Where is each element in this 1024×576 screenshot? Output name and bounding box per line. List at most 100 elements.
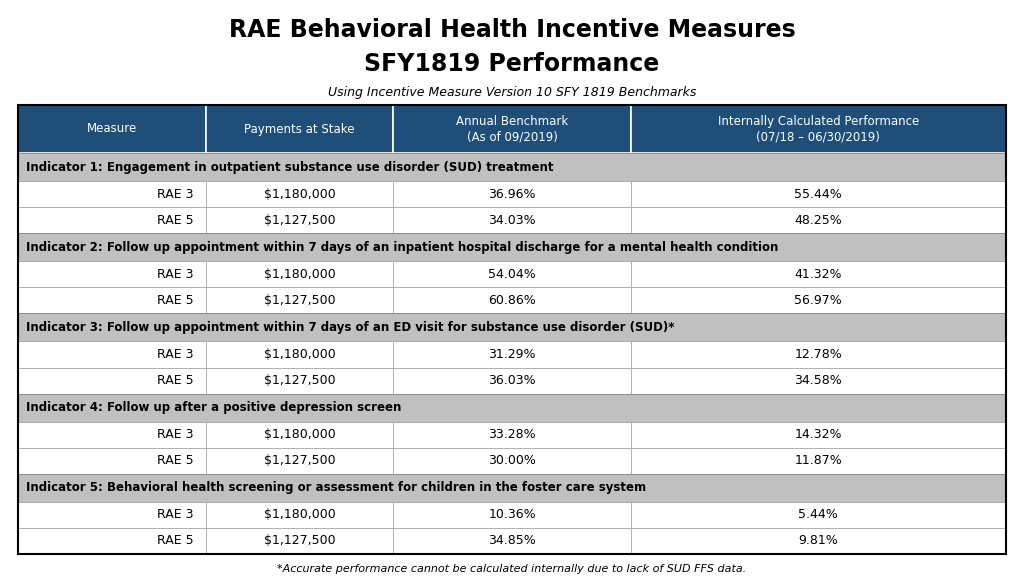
Text: 12.78%: 12.78% (795, 348, 842, 361)
Text: $1,127,500: $1,127,500 (264, 454, 336, 467)
Text: Using Incentive Measure Version 10 SFY 1819 Benchmarks: Using Incentive Measure Version 10 SFY 1… (328, 86, 696, 99)
Text: Indicator 3: Follow up appointment within 7 days of an ED visit for substance us: Indicator 3: Follow up appointment withi… (26, 321, 675, 334)
Text: 41.32%: 41.32% (795, 268, 842, 281)
Text: RAE 5: RAE 5 (157, 374, 194, 387)
Text: 36.03%: 36.03% (488, 374, 536, 387)
Text: RAE 3: RAE 3 (158, 188, 194, 200)
Text: 60.86%: 60.86% (488, 294, 536, 307)
Bar (393, 287, 631, 313)
Bar (206, 207, 393, 233)
Text: $1,127,500: $1,127,500 (264, 294, 336, 307)
Text: Indicator 4: Follow up after a positive depression screen: Indicator 4: Follow up after a positive … (26, 401, 401, 414)
Bar (206, 528, 393, 554)
Bar (18, 261, 206, 287)
Bar (631, 448, 1006, 474)
Text: $1,180,000: $1,180,000 (264, 188, 336, 200)
Text: *Accurate performance cannot be calculated internally due to lack of SUD FFS dat: *Accurate performance cannot be calculat… (278, 564, 746, 574)
Bar (393, 528, 631, 554)
Bar (393, 261, 631, 287)
Text: Indicator 1: Engagement in outpatient substance use disorder (SUD) treatment: Indicator 1: Engagement in outpatient su… (26, 161, 554, 173)
Text: $1,180,000: $1,180,000 (264, 428, 336, 441)
Text: 34.58%: 34.58% (795, 374, 842, 387)
Bar (18, 105, 206, 153)
Bar (631, 287, 1006, 313)
Bar (393, 422, 631, 448)
Text: 14.32%: 14.32% (795, 428, 842, 441)
Bar (393, 502, 631, 528)
Bar (18, 342, 206, 367)
Text: RAE 3: RAE 3 (158, 509, 194, 521)
Text: 34.85%: 34.85% (488, 535, 536, 547)
Bar (206, 181, 393, 207)
Bar (18, 181, 206, 207)
Bar (631, 528, 1006, 554)
Text: RAE 5: RAE 5 (157, 454, 194, 467)
Bar (206, 502, 393, 528)
Bar (393, 367, 631, 393)
Bar (393, 181, 631, 207)
Text: RAE 5: RAE 5 (157, 214, 194, 226)
Text: 55.44%: 55.44% (795, 188, 842, 200)
Text: Annual Benchmark
(As of 09/2019): Annual Benchmark (As of 09/2019) (456, 115, 568, 143)
Bar (18, 207, 206, 233)
Bar (206, 261, 393, 287)
Bar (18, 422, 206, 448)
Bar (206, 342, 393, 367)
Text: 31.29%: 31.29% (488, 348, 536, 361)
Bar (18, 233, 1006, 261)
Text: $1,180,000: $1,180,000 (264, 268, 336, 281)
Text: RAE 3: RAE 3 (158, 348, 194, 361)
Text: 30.00%: 30.00% (488, 454, 536, 467)
Bar (18, 474, 1006, 502)
Text: Payments at Stake: Payments at Stake (245, 123, 355, 135)
Bar (393, 448, 631, 474)
Bar (18, 528, 206, 554)
Text: Indicator 2: Follow up appointment within 7 days of an inpatient hospital discha: Indicator 2: Follow up appointment withi… (26, 241, 778, 253)
Bar (18, 153, 1006, 181)
Bar (206, 105, 393, 153)
Text: 54.04%: 54.04% (488, 268, 536, 281)
Bar (631, 181, 1006, 207)
Bar (631, 367, 1006, 393)
Bar (18, 287, 206, 313)
Bar (631, 342, 1006, 367)
Text: $1,127,500: $1,127,500 (264, 214, 336, 226)
Text: 5.44%: 5.44% (799, 509, 839, 521)
Bar (18, 393, 1006, 422)
Bar (18, 313, 1006, 342)
Bar (393, 207, 631, 233)
Text: Measure: Measure (87, 123, 137, 135)
Text: $1,180,000: $1,180,000 (264, 348, 336, 361)
Bar (18, 448, 206, 474)
Text: RAE 3: RAE 3 (158, 268, 194, 281)
Bar (18, 367, 206, 393)
Bar (631, 502, 1006, 528)
Bar (631, 261, 1006, 287)
Text: RAE 3: RAE 3 (158, 428, 194, 441)
Bar (631, 207, 1006, 233)
Text: 56.97%: 56.97% (795, 294, 842, 307)
Bar (18, 105, 1006, 554)
Text: Internally Calculated Performance
(07/18 – 06/30/2019): Internally Calculated Performance (07/18… (718, 115, 919, 143)
Bar (206, 448, 393, 474)
Text: 11.87%: 11.87% (795, 454, 842, 467)
Bar (206, 287, 393, 313)
Bar (393, 105, 631, 153)
Bar (631, 105, 1006, 153)
Bar (631, 422, 1006, 448)
Text: RAE 5: RAE 5 (157, 294, 194, 307)
Text: $1,127,500: $1,127,500 (264, 535, 336, 547)
Text: 33.28%: 33.28% (488, 428, 536, 441)
Text: $1,180,000: $1,180,000 (264, 509, 336, 521)
Text: RAE 5: RAE 5 (157, 535, 194, 547)
Bar (206, 422, 393, 448)
Text: Indicator 5: Behavioral health screening or assessment for children in the foste: Indicator 5: Behavioral health screening… (26, 482, 646, 494)
Text: 34.03%: 34.03% (488, 214, 536, 226)
Text: $1,127,500: $1,127,500 (264, 374, 336, 387)
Text: SFY1819 Performance: SFY1819 Performance (365, 52, 659, 76)
Bar (393, 342, 631, 367)
Text: 9.81%: 9.81% (799, 535, 839, 547)
Bar (206, 367, 393, 393)
Text: 10.36%: 10.36% (488, 509, 536, 521)
Text: RAE Behavioral Health Incentive Measures: RAE Behavioral Health Incentive Measures (228, 18, 796, 42)
